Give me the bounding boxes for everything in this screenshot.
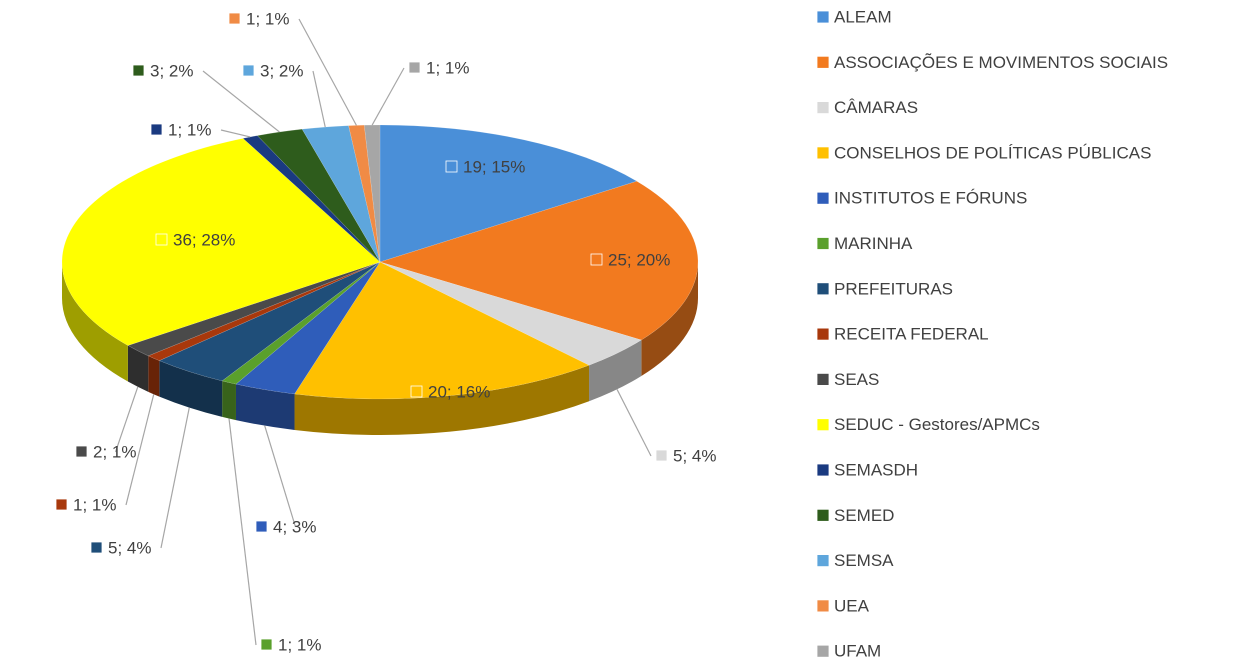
slice-side — [222, 380, 236, 421]
data-label: 36; 28% — [173, 230, 235, 249]
label-marker — [132, 64, 145, 77]
legend-label: SEMED — [834, 506, 894, 525]
slice — [379, 261, 642, 366]
data-label: 19; 15% — [463, 157, 525, 176]
label-marker — [75, 445, 88, 458]
slice — [221, 261, 381, 385]
data-label: 5; 4% — [673, 446, 716, 465]
slice-side — [294, 365, 590, 435]
leader-line — [125, 394, 155, 506]
slice — [147, 261, 381, 361]
legend-label: MARINHA — [834, 234, 913, 253]
label-marker — [445, 160, 458, 173]
data-label: 20; 16% — [428, 382, 490, 401]
slice-side — [589, 340, 642, 402]
slice — [379, 124, 638, 263]
legend-marker — [816, 508, 830, 522]
legend-marker — [816, 554, 830, 567]
leader-line — [312, 70, 326, 128]
legend-marker — [816, 237, 830, 250]
legend-label: SEMSA — [834, 551, 894, 570]
label-marker — [260, 638, 273, 651]
data-label: 3; 2% — [150, 61, 193, 80]
slice-side — [127, 345, 149, 392]
label-marker — [590, 253, 603, 266]
legend-marker — [816, 146, 830, 160]
leader-line — [114, 386, 139, 453]
legend-label: RECEITA FEDERAL — [834, 325, 989, 344]
leader-line — [220, 129, 251, 138]
label-marker — [228, 12, 241, 25]
legend-marker — [816, 55, 830, 69]
slice — [127, 261, 381, 357]
label-marker — [410, 385, 423, 398]
legend-label: CÂMARAS — [834, 98, 918, 117]
legend-marker — [816, 191, 830, 205]
slice — [379, 180, 699, 341]
slice-side — [62, 262, 128, 382]
slice — [348, 124, 381, 263]
legend-label: SEDUC - Gestores/APMCs — [834, 415, 1040, 434]
legend-label: ALEAM — [834, 7, 892, 26]
legend-marker — [816, 418, 830, 432]
legend-label: ASSOCIAÇÕES E MOVIMENTOS SOCIAIS — [834, 53, 1168, 72]
slice — [61, 138, 381, 346]
label-marker — [55, 498, 68, 511]
legend-label: SEMASDH — [834, 460, 918, 479]
legend-marker — [816, 644, 830, 658]
data-label: 1; 1% — [168, 120, 211, 139]
legend-label: CONSELHOS DE POLÍTICAS PÚBLICAS — [834, 143, 1151, 162]
legend-label: PREFEITURAS — [834, 279, 953, 298]
legend-marker — [816, 327, 830, 341]
leader-line — [371, 67, 405, 126]
legend-marker — [816, 282, 830, 296]
data-label: 1; 1% — [73, 495, 116, 514]
data-label: 4; 3% — [273, 517, 316, 536]
slice — [158, 261, 381, 382]
data-label: 1; 1% — [246, 9, 289, 28]
legend-marker — [816, 10, 830, 24]
data-label: 2; 1% — [93, 442, 136, 461]
leader-line — [616, 389, 652, 457]
slice-side — [159, 360, 223, 417]
slice-side — [148, 355, 160, 397]
legend-label: UEA — [834, 596, 870, 615]
slice — [294, 261, 590, 400]
legend-marker — [816, 372, 830, 386]
label-marker — [242, 64, 255, 77]
data-label: 3; 2% — [260, 61, 303, 80]
data-label: 5; 4% — [108, 538, 151, 557]
leader-line — [160, 407, 190, 549]
legend-label: UFAM — [834, 642, 881, 661]
slice-side — [641, 262, 698, 377]
data-label: 1; 1% — [278, 635, 321, 654]
legend-marker — [816, 599, 830, 613]
data-label: 25; 20% — [608, 250, 670, 269]
label-marker — [255, 520, 268, 533]
slice — [363, 124, 381, 263]
leader-line — [298, 18, 357, 126]
label-marker — [655, 449, 668, 462]
slice-side — [235, 384, 295, 430]
label-marker — [155, 233, 168, 246]
legend-label: SEAS — [834, 370, 879, 389]
label-marker — [408, 61, 421, 74]
leader-line — [264, 425, 297, 528]
leader-line — [202, 70, 280, 133]
leader-line — [228, 418, 257, 646]
legend-marker — [816, 101, 830, 114]
legend-marker — [816, 463, 830, 477]
label-marker — [90, 541, 103, 554]
data-label: 1; 1% — [426, 58, 469, 77]
slice — [235, 261, 381, 395]
legend-label: INSTITUTOS E FÓRUNS — [834, 189, 1027, 208]
label-marker — [150, 123, 163, 136]
